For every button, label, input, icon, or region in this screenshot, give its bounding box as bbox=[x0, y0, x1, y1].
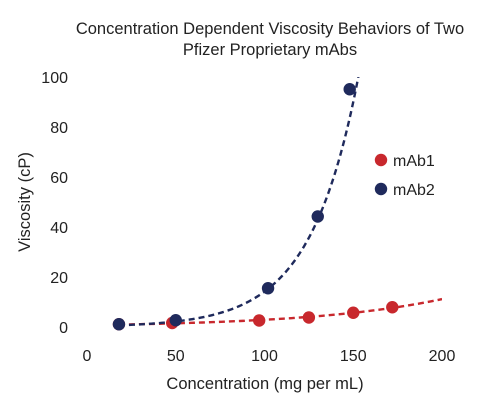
point-mab1 bbox=[347, 306, 360, 319]
point-mab2 bbox=[311, 210, 324, 223]
trendline-mab2 bbox=[118, 77, 360, 327]
legend-label-mab1: mAb1 bbox=[393, 153, 435, 170]
data-points bbox=[112, 83, 399, 331]
point-mab2 bbox=[261, 282, 275, 295]
x-tick-label: 100 bbox=[251, 348, 278, 365]
y-axis-ticks: 0 20 40 60 80 100 bbox=[41, 70, 68, 337]
chart-title-line-2: Pfizer Proprietary mAbs bbox=[183, 41, 357, 59]
point-mab2 bbox=[343, 83, 356, 96]
x-axis-ticks: 0 50 100 150 200 bbox=[83, 348, 456, 365]
x-axis-title: Concentration (mg per mL) bbox=[166, 375, 363, 393]
y-tick-label: 80 bbox=[50, 120, 68, 137]
legend-marker-mab1 bbox=[374, 153, 388, 167]
y-tick-label: 100 bbox=[41, 70, 68, 87]
y-tick-label: 40 bbox=[50, 220, 68, 237]
x-tick-label: 200 bbox=[429, 348, 456, 365]
point-mab1 bbox=[302, 311, 316, 324]
x-tick-label: 50 bbox=[167, 348, 185, 365]
x-tick-label: 0 bbox=[83, 348, 92, 365]
x-tick-label: 150 bbox=[340, 348, 367, 365]
legend-label-mab2: mAb2 bbox=[393, 182, 435, 199]
y-tick-label: 0 bbox=[59, 320, 68, 337]
y-tick-label: 20 bbox=[50, 270, 68, 287]
y-axis-title: Viscosity (cP) bbox=[16, 152, 34, 252]
legend: mAb1 mAb2 bbox=[374, 153, 435, 199]
legend-marker-mab2 bbox=[374, 182, 388, 196]
point-mab2 bbox=[169, 314, 182, 327]
point-mab1 bbox=[386, 301, 399, 314]
y-tick-label: 60 bbox=[50, 170, 68, 187]
chart-title-line-1: Concentration Dependent Viscosity Behavi… bbox=[76, 20, 464, 38]
point-mab1 bbox=[252, 314, 266, 327]
point-mab2 bbox=[112, 318, 126, 331]
